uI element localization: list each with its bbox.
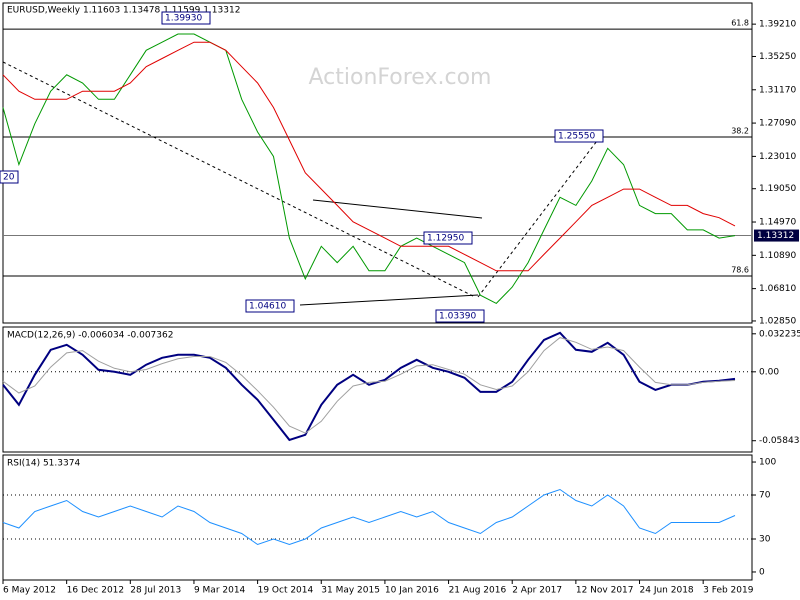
annotation-label: 1.25550 [558,132,595,142]
series-line [2,337,736,434]
series-line [2,488,736,546]
y-tick-label: 1.31170 [759,85,796,95]
watermark: ActionForex.com [309,65,492,90]
x-tick-label: 10 Jan 2016 [385,586,439,596]
x-tick-label: 19 Oct 2014 [258,586,314,596]
panel-frame [2,2,753,324]
y-tick-label: 0 [759,567,765,577]
y-tick-label: -0.058434 [759,436,800,446]
y-tick-label: 1.23010 [759,152,796,162]
y-tick-label: 1.06810 [759,284,796,294]
x-tick-label: 28 Jul 2013 [130,586,181,596]
x-tick-label: 24 Jun 2018 [640,586,694,596]
annotation-box [423,231,473,245]
annotation-label: 1.39930 [165,14,202,24]
x-tick-label: 12 Nov 2017 [576,586,634,596]
y-tick-label: 1.14970 [759,218,796,228]
y-tick-label: 1.27090 [759,119,796,129]
trend-line [2,61,476,298]
annotation-box [0,170,19,184]
x-tick-label: 9 Mar 2014 [194,586,246,596]
x-tick-label: 21 Aug 2016 [449,586,507,596]
y-tick-label: 1.35250 [759,52,796,62]
y-tick-label: 0.00 [759,367,779,377]
last-price-label: 1.13312 [757,231,794,241]
price-title: EURUSD,Weekly 1.11603 1.13478 1.11599 1.… [7,6,240,16]
level-label: 38.2 [731,126,749,135]
triangle-line [299,294,479,306]
rsi-title: RSI(14) 51.3374 [7,459,80,469]
panel-frame [2,454,753,581]
y-tick-label: 1.10890 [759,251,796,261]
panel-frame [2,326,753,453]
annotation-box [554,129,604,143]
y-tick-label: 1.39210 [759,20,796,30]
triangle-line [312,199,483,219]
y-tick-label: 1.02850 [759,316,796,326]
annotation-box [435,309,485,323]
level-label: 61.8 [731,19,749,28]
x-tick-label: 3 Feb 2019 [703,586,754,596]
y-tick-label: 100 [759,458,776,468]
x-tick-label: 16 Dec 2012 [67,586,125,596]
x-tick-label: 2 Apr 2017 [512,586,562,596]
annotation-box [245,299,295,313]
series-line [2,41,736,272]
y-tick-label: 30 [759,534,771,544]
x-tick-label: 6 May 2012 [3,586,56,596]
last-price-box [754,229,799,242]
annotation-label: 1.12950 [427,234,464,244]
annotation-label: 1.03390 [439,312,476,322]
y-tick-label: 0.032235 [759,329,800,339]
level-label: 78.6 [731,265,749,274]
annotation-label: 1.04610 [249,302,286,312]
series-line [2,331,736,442]
y-tick-label: 1.19050 [759,184,796,194]
series-line [2,33,736,305]
annotation-label: 20 [3,173,15,183]
annotation-box [161,11,211,25]
x-tick-label: 31 May 2015 [321,586,380,596]
macd-title: MACD(12,26,9) -0.006034 -0.007362 [7,331,173,341]
y-tick-label: 70 [759,491,771,501]
